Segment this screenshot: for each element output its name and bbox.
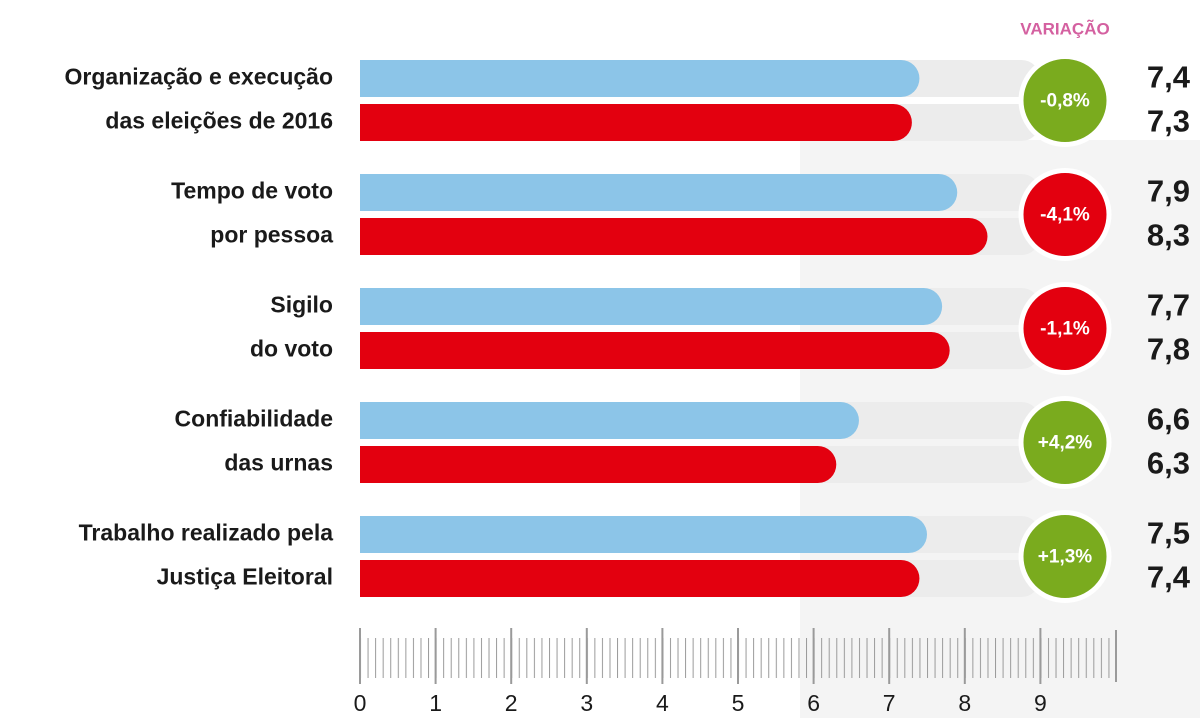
category-label: Tempo de voto (171, 178, 333, 204)
x-tick-label: 5 (732, 690, 745, 716)
value-label: 7,8 (1147, 332, 1190, 367)
category-label: Organização e execução (65, 64, 333, 90)
value-label: 7,9 (1147, 174, 1190, 209)
value-label: 7,4 (1147, 60, 1191, 95)
category-label: Trabalho realizado pela (79, 520, 334, 546)
bar (360, 516, 927, 553)
bar (360, 446, 837, 483)
x-tick-label: 9 (1034, 690, 1047, 716)
x-tick-label: 3 (580, 690, 593, 716)
variation-circle (1018, 282, 1112, 375)
variation-label: +4,2% (1038, 433, 1093, 454)
x-tick-label: 8 (958, 690, 971, 716)
variation-label: -0,8% (1040, 91, 1090, 112)
bar (360, 60, 920, 97)
bar (360, 560, 920, 597)
category-label: do voto (250, 336, 333, 362)
category-label: Confiabilidade (175, 406, 333, 432)
category-label: Sigilo (270, 292, 333, 318)
value-label: 7,5 (1147, 516, 1190, 551)
variation-label: +1,3% (1038, 547, 1093, 568)
x-tick-label: 6 (807, 690, 820, 716)
bar (360, 402, 859, 439)
bar (360, 218, 988, 255)
value-label: 7,4 (1147, 560, 1191, 595)
x-tick-label: 2 (505, 690, 518, 716)
bar (360, 288, 943, 325)
bar (360, 332, 950, 369)
value-label: 6,3 (1147, 446, 1190, 481)
x-tick-label: 7 (883, 690, 896, 716)
variation-title: VARIAÇÃO (1020, 18, 1109, 38)
category-label: Justiça Eleitoral (157, 564, 333, 590)
x-tick-label: 4 (656, 690, 669, 716)
value-label: 7,3 (1147, 104, 1190, 139)
category-label: das eleições de 2016 (105, 108, 333, 134)
variation-label: -1,1% (1040, 319, 1090, 340)
variation-circle (1018, 510, 1112, 603)
variation-circle (1018, 168, 1112, 261)
category-label: das urnas (224, 450, 333, 476)
bar (360, 104, 912, 141)
variation-circle (1018, 396, 1112, 489)
bar (360, 174, 958, 211)
category-label: por pessoa (210, 222, 333, 248)
value-label: 7,7 (1147, 288, 1190, 323)
value-label: 6,6 (1147, 402, 1190, 437)
value-label: 8,3 (1147, 218, 1190, 253)
x-tick-label: 0 (354, 690, 367, 716)
x-tick-label: 1 (429, 690, 442, 716)
variation-circle (1018, 54, 1112, 147)
variation-label: -4,1% (1040, 205, 1090, 226)
